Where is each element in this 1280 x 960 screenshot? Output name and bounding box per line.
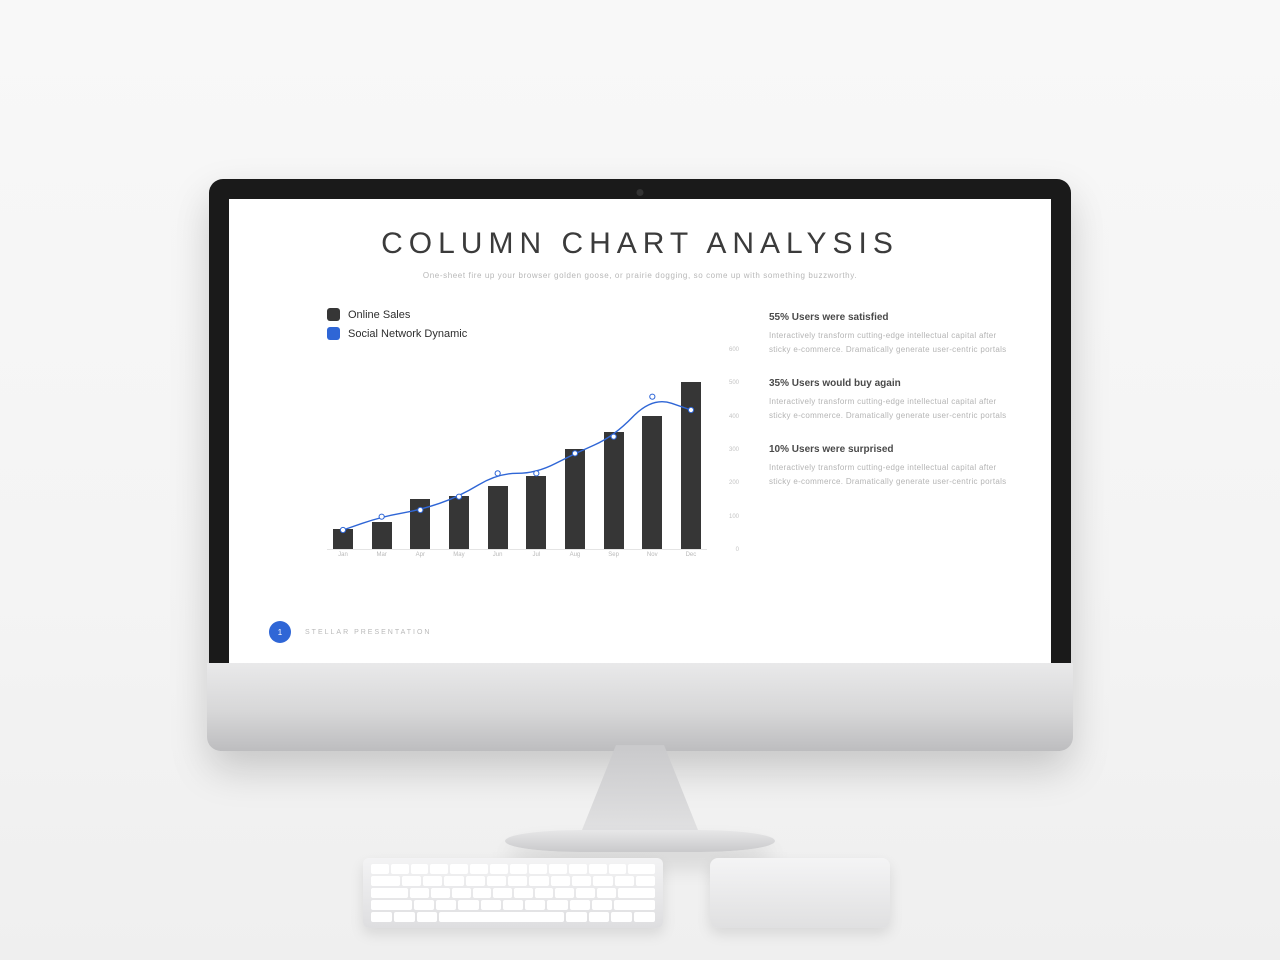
chart-yaxis: 0 100 200 300 400 500 600 [713, 350, 739, 550]
chart-ytick: 200 [729, 480, 739, 486]
keyboard [363, 858, 663, 928]
chart-marker [611, 434, 616, 439]
chart-frame: Jan Mar Apr May Jun Jul Aug Sep Nov Dec 0 100 200 30… [327, 350, 737, 570]
legend-label-line: Social Network Dynamic [348, 328, 467, 340]
chart-xlabel: May [445, 552, 473, 558]
chart-xlabel: Jan [329, 552, 357, 558]
chart-xlabel: Sep [600, 552, 628, 558]
stat-body: Interactively transform cutting-edge int… [769, 329, 1011, 356]
chart-marker [534, 471, 539, 476]
chart-xlabel: Jun [484, 552, 512, 558]
stat-body: Interactively transform cutting-edge int… [769, 461, 1011, 488]
stat-body: Interactively transform cutting-edge int… [769, 395, 1011, 422]
stat-block: 10% Users were surprised Interactively t… [769, 444, 1011, 488]
chart-xlabel: Jul [522, 552, 550, 558]
chart-marker [495, 471, 500, 476]
page-number: 1 [278, 628, 282, 637]
camera-dot [637, 189, 644, 196]
footer-label: STELLAR PRESENTATION [305, 629, 431, 636]
chart-line [343, 402, 691, 530]
monitor-stand-neck [580, 745, 700, 835]
chart-ytick: 300 [729, 447, 739, 453]
chart-xlabel: Mar [368, 552, 396, 558]
stats-column: 55% Users were satisfied Interactively t… [769, 308, 1011, 570]
slide: COLUMN CHART ANALYSIS One-sheet fire up … [229, 199, 1051, 663]
chart-line-overlay [327, 350, 707, 550]
monitor-stand-foot [505, 830, 775, 852]
chart-marker [572, 451, 577, 456]
stat-heading: 10% Users were surprised [769, 444, 1011, 455]
stat-heading: 55% Users were satisfied [769, 312, 1011, 323]
screen: COLUMN CHART ANALYSIS One-sheet fire up … [229, 199, 1051, 663]
chart-marker [379, 514, 384, 519]
chart-xlabel: Nov [638, 552, 666, 558]
legend-swatch-bars [327, 308, 340, 321]
chart-xlabel: Apr [406, 552, 434, 558]
chart-marker [418, 507, 423, 512]
legend-swatch-line [327, 327, 340, 340]
chart-xlabel: Aug [561, 552, 589, 558]
chart-ytick: 0 [736, 547, 739, 553]
monitor-frame: COLUMN CHART ANALYSIS One-sheet fire up … [209, 179, 1071, 751]
chart-xlabels: Jan Mar Apr May Jun Jul Aug Sep Nov Dec [327, 552, 707, 558]
chart-marker [340, 527, 345, 532]
monitor-chin [207, 663, 1073, 751]
slide-title: COLUMN CHART ANALYSIS [269, 227, 1011, 261]
chart-legend: Online Sales Social Network Dynamic [327, 308, 739, 340]
stat-block: 35% Users would buy again Interactively … [769, 378, 1011, 422]
legend-item-line: Social Network Dynamic [327, 327, 739, 340]
chart-ytick: 400 [729, 414, 739, 420]
content-row: Online Sales Social Network Dynamic Jan M… [269, 308, 1011, 570]
chart-column: Online Sales Social Network Dynamic Jan M… [269, 308, 739, 570]
slide-subtitle: One-sheet fire up your browser golden go… [269, 271, 1011, 280]
chart-ytick: 500 [729, 380, 739, 386]
chart-marker [650, 394, 655, 399]
slide-footer: 1 STELLAR PRESENTATION [269, 621, 431, 643]
chart-plot [327, 350, 707, 550]
page-number-badge: 1 [269, 621, 291, 643]
chart-marker [456, 494, 461, 499]
chart-ytick: 100 [729, 514, 739, 520]
legend-item-bars: Online Sales [327, 308, 739, 321]
stat-block: 55% Users were satisfied Interactively t… [769, 312, 1011, 356]
chart-ytick: 600 [729, 347, 739, 353]
chart-marker [688, 407, 693, 412]
chart-xlabel: Dec [677, 552, 705, 558]
legend-label-bars: Online Sales [348, 309, 410, 321]
stat-heading: 35% Users would buy again [769, 378, 1011, 389]
trackpad [710, 858, 890, 928]
